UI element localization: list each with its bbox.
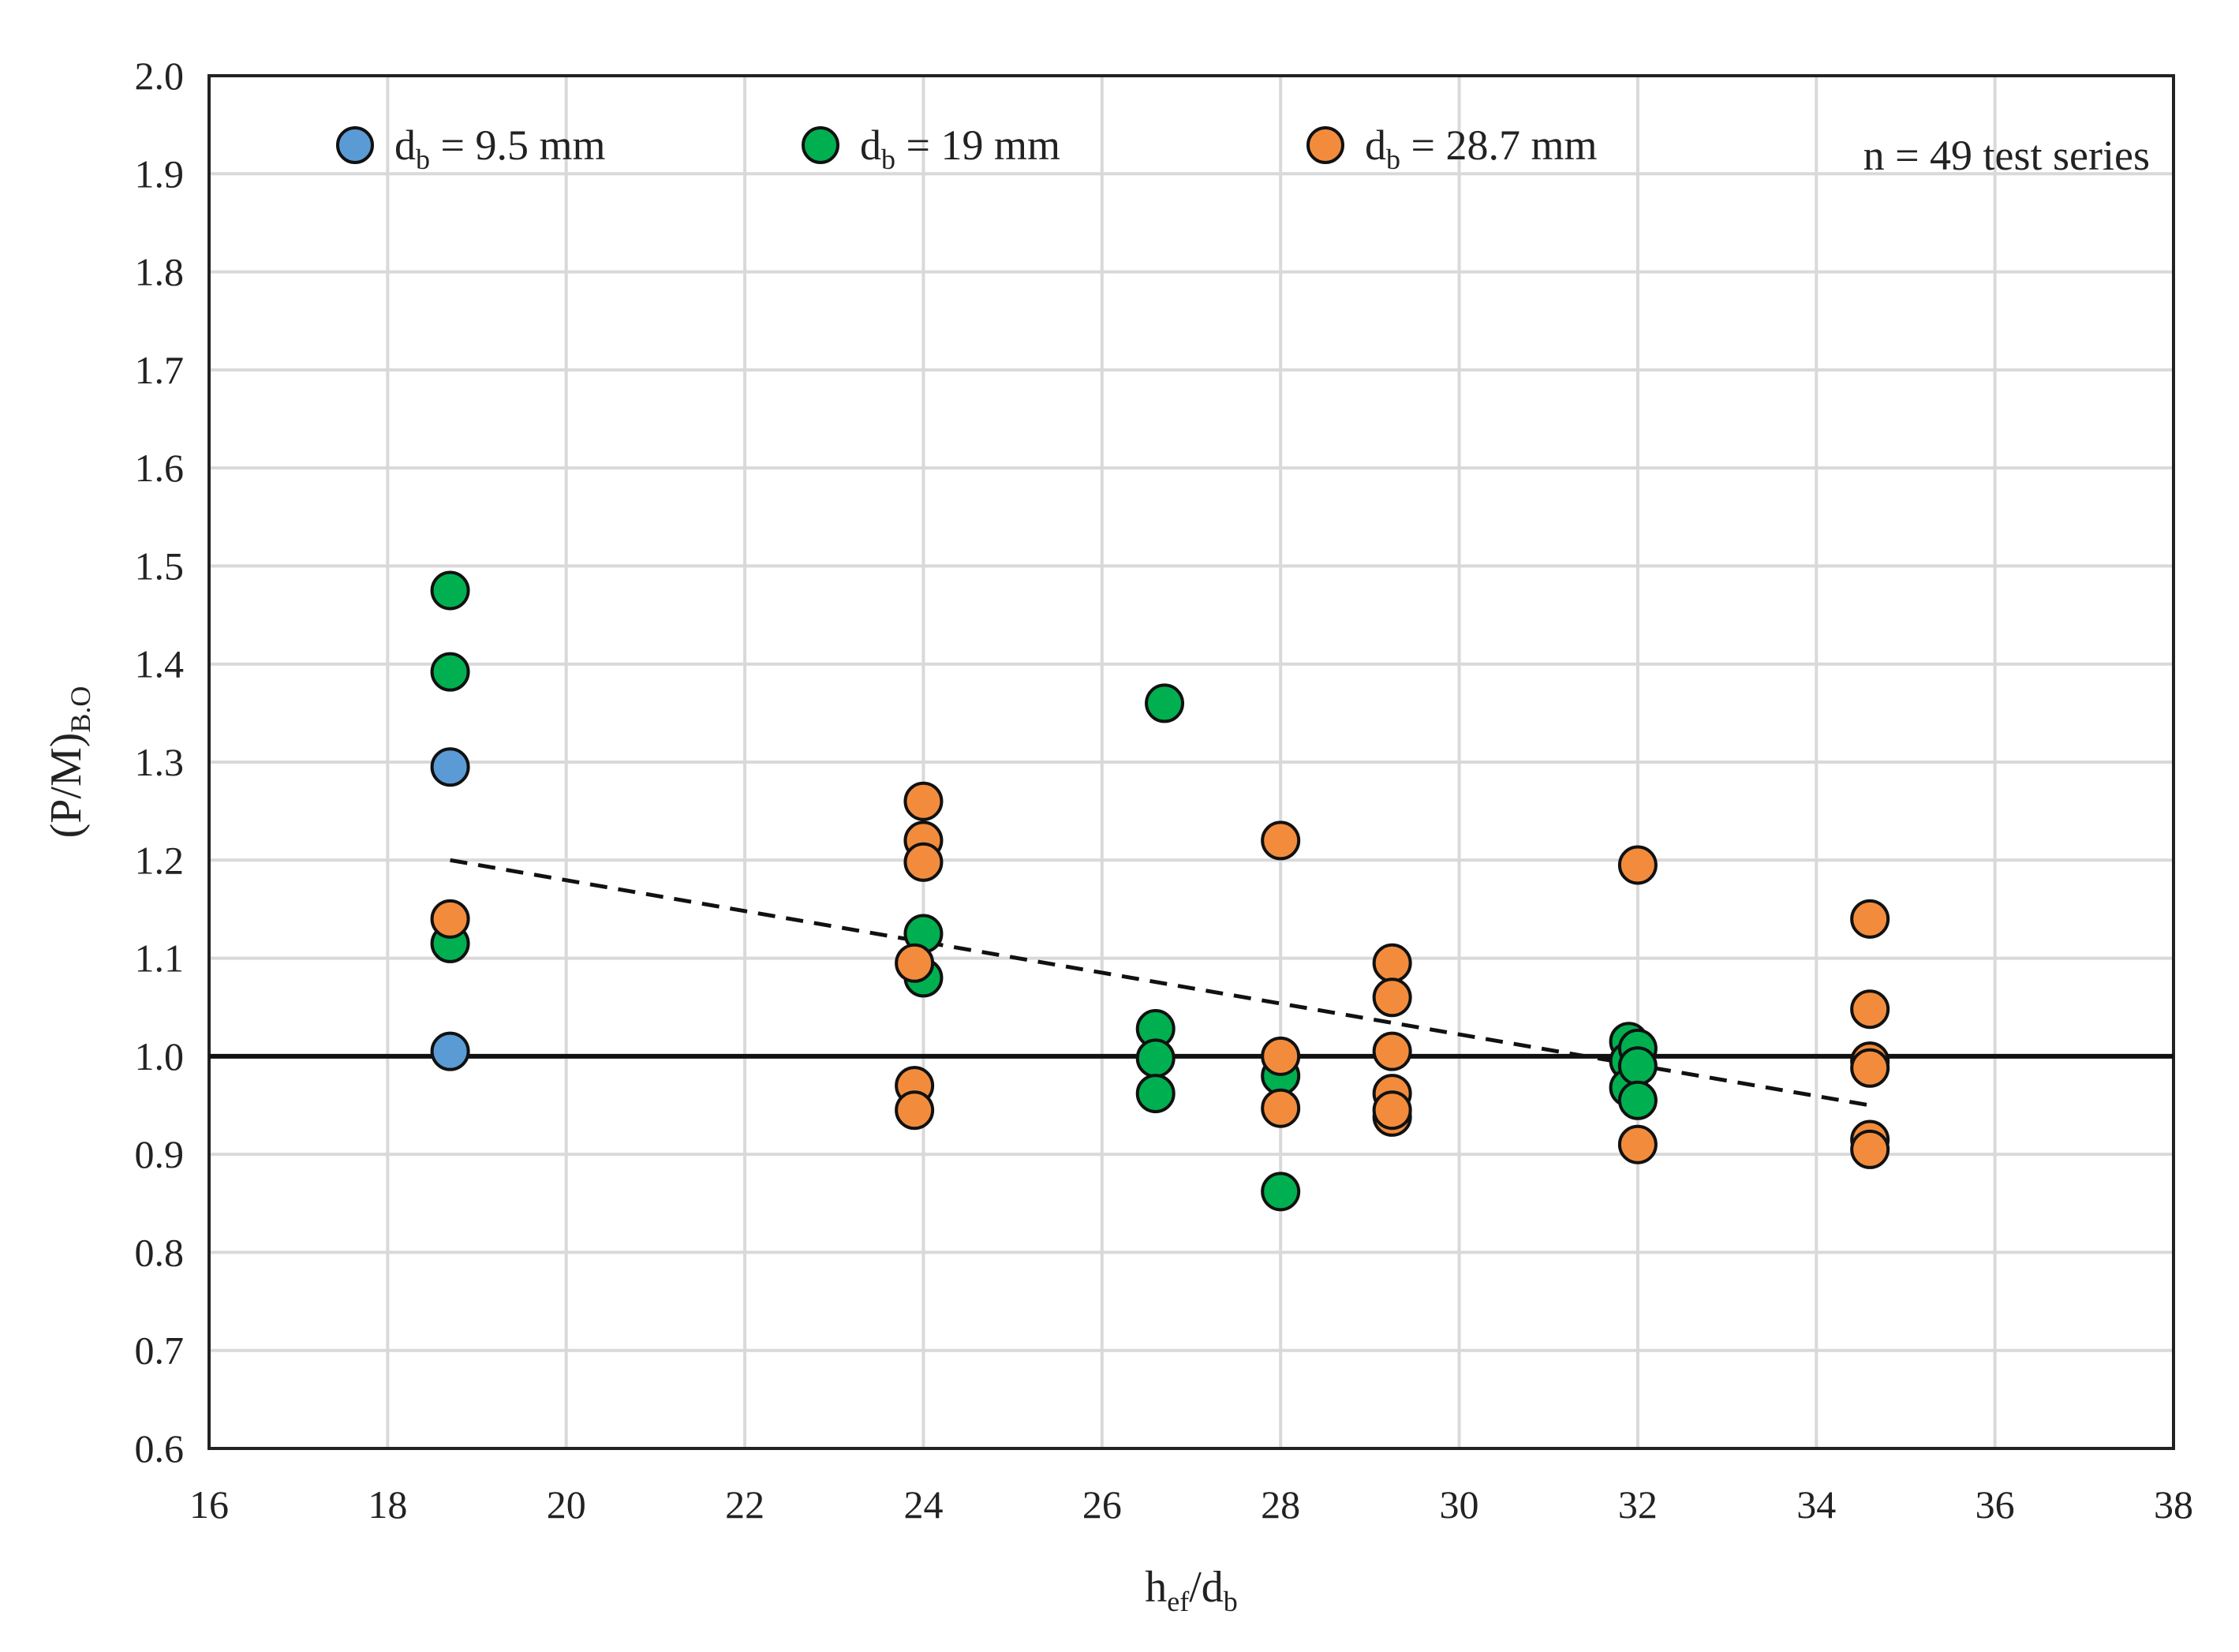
legend-marker xyxy=(336,126,374,164)
data-point xyxy=(1850,989,1890,1030)
y-tick-label: 0.6 xyxy=(135,1426,185,1471)
legend-label: db = 28.7 mm xyxy=(1365,121,1597,175)
y-tick-label: 1.3 xyxy=(135,740,185,784)
legend-label: db = 19 mm xyxy=(860,121,1060,175)
legend: db = 9.5 mm db = 19 mm db = 28.7 mm xyxy=(336,121,1597,175)
data-point xyxy=(895,1090,935,1131)
data-point xyxy=(430,652,470,692)
legend-marker xyxy=(1306,126,1344,164)
y-tick-label: 1.6 xyxy=(135,446,185,490)
y-tick-label: 1.2 xyxy=(135,838,185,882)
grid-layer xyxy=(209,76,2174,1448)
y-tick-label: 2.0 xyxy=(135,54,185,98)
data-point xyxy=(895,943,935,983)
x-tick-label: 16 xyxy=(189,1482,229,1527)
x-tick-label: 20 xyxy=(547,1482,586,1527)
data-point xyxy=(1617,1080,1658,1120)
point-layer xyxy=(430,570,1890,1212)
legend-marker xyxy=(802,126,839,164)
data-point xyxy=(1261,1172,1301,1212)
data-point xyxy=(1850,1129,1890,1169)
x-tick-label: 18 xyxy=(368,1482,407,1527)
data-point xyxy=(1145,683,1185,723)
y-tick-label: 1.8 xyxy=(135,250,185,294)
data-point xyxy=(1372,1090,1412,1131)
data-point xyxy=(1850,899,1890,939)
x-tick-label: 34 xyxy=(1796,1482,1836,1527)
data-point xyxy=(1135,1074,1176,1114)
y-tick-label: 1.0 xyxy=(135,1034,185,1078)
x-tick-label: 32 xyxy=(1618,1482,1658,1527)
data-point xyxy=(1617,1046,1658,1086)
data-point xyxy=(430,899,470,939)
y-tick-label: 0.7 xyxy=(135,1329,185,1373)
data-point xyxy=(1372,1031,1412,1071)
data-point xyxy=(430,570,470,611)
y-tick-label: 1.4 xyxy=(135,642,185,686)
data-point xyxy=(430,1031,470,1071)
x-tick-label: 28 xyxy=(1261,1482,1300,1527)
sample-size-annotation: n = 49 test series xyxy=(1863,132,2150,179)
y-axis-title: (P/M)B.O xyxy=(42,686,96,839)
data-point xyxy=(903,842,944,882)
y-tick-label: 0.9 xyxy=(135,1132,185,1176)
data-point xyxy=(1135,1038,1176,1078)
y-tick-label: 1.9 xyxy=(135,151,185,196)
x-tick-label: 24 xyxy=(903,1482,943,1527)
data-point xyxy=(903,781,944,821)
legend-label: db = 9.5 mm xyxy=(394,121,605,175)
x-tick-label: 26 xyxy=(1082,1482,1122,1527)
plot-frame xyxy=(207,74,2175,1450)
tick-layer: 16 18 20 22 24 26 28 30 32 34 36 38 0.6 0.7 0.8 0.9 1.0 1… xyxy=(135,54,2194,1527)
data-point xyxy=(430,747,470,787)
x-axis-title: hef/db xyxy=(1145,1563,1238,1617)
data-point xyxy=(1372,943,1412,983)
x-tick-label: 30 xyxy=(1440,1482,1479,1527)
data-point xyxy=(1261,1088,1301,1128)
data-point xyxy=(1850,1048,1890,1088)
x-tick-label: 38 xyxy=(2154,1482,2193,1527)
y-tick-label: 0.8 xyxy=(135,1230,185,1274)
data-point xyxy=(1372,977,1412,1018)
y-tick-label: 1.7 xyxy=(135,348,185,392)
y-tick-label: 1.1 xyxy=(135,936,185,981)
data-point xyxy=(1261,820,1301,861)
data-point xyxy=(1261,1036,1301,1076)
x-tick-label: 22 xyxy=(725,1482,764,1527)
x-tick-label: 36 xyxy=(1975,1482,2015,1527)
y-tick-label: 1.5 xyxy=(135,544,185,588)
data-point xyxy=(1617,1124,1658,1164)
data-point xyxy=(1617,845,1658,885)
